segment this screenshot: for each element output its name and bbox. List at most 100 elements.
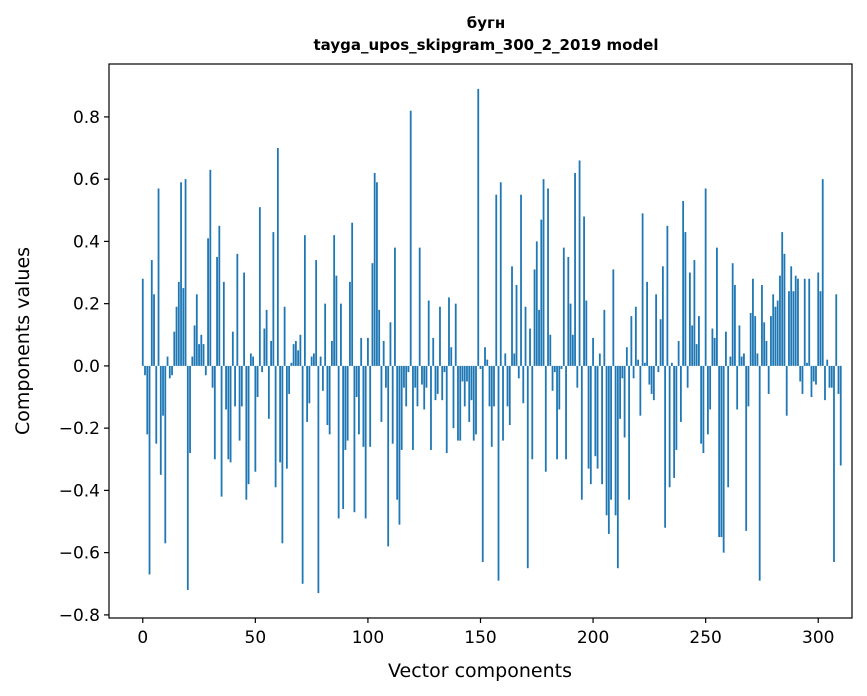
bar-173	[531, 365, 534, 460]
bar-251	[707, 365, 709, 435]
bar-20	[186, 365, 189, 590]
bar-233	[666, 225, 669, 366]
y-tick-label: 0.6	[73, 170, 100, 190]
bar-268	[745, 365, 748, 531]
bar-237	[675, 365, 678, 450]
bar-54	[263, 328, 266, 366]
bar-226	[650, 365, 653, 394]
bar-262	[731, 263, 734, 366]
bar-205	[603, 309, 606, 366]
bar-97	[360, 337, 363, 366]
bar-53	[261, 365, 263, 373]
bar-281	[774, 306, 777, 366]
bar-79	[319, 356, 322, 366]
bar-0	[141, 278, 144, 366]
bar-55	[265, 309, 268, 366]
bar-283	[779, 275, 781, 366]
bar-66	[290, 362, 293, 366]
bar-307	[833, 365, 835, 562]
bar-112	[394, 247, 396, 366]
bar-183	[553, 365, 556, 373]
bar-148	[475, 365, 477, 435]
bar-90	[344, 365, 347, 450]
bar-32	[213, 365, 216, 460]
bar-16	[177, 281, 180, 366]
bar-131	[436, 365, 439, 394]
bar-123	[418, 247, 421, 366]
bar-216	[628, 365, 630, 500]
bar-107	[382, 341, 385, 366]
x-tick-label: 150	[464, 628, 496, 648]
bar-170	[524, 306, 527, 366]
bar-138	[452, 365, 455, 429]
bar-48	[249, 353, 252, 366]
bar-3	[148, 365, 151, 575]
bar-253	[711, 328, 714, 366]
bar-44	[240, 365, 243, 407]
bar-235	[670, 362, 673, 366]
bar-10	[164, 365, 167, 544]
bar-2	[146, 365, 149, 435]
bar-255	[716, 247, 718, 366]
bar-99	[364, 365, 367, 519]
bar-265	[738, 325, 741, 366]
y-tick-label: 0.4	[73, 232, 100, 252]
chart-title-line2: tayga_upos_skipgram_300_2_2019 model	[314, 36, 659, 54]
bar-45	[243, 272, 245, 366]
bar-209	[612, 269, 615, 366]
bar-181	[549, 334, 552, 366]
bar-38	[227, 365, 230, 460]
bar-310	[839, 365, 842, 466]
bar-51	[256, 365, 259, 398]
bar-306	[830, 365, 833, 388]
bar-305	[828, 365, 831, 388]
bar-94	[353, 365, 356, 513]
bar-193	[576, 365, 579, 388]
bar-244	[691, 325, 694, 366]
bar-308	[835, 294, 838, 366]
bar-141	[459, 365, 462, 441]
bar-223	[643, 362, 646, 366]
bar-174	[533, 269, 536, 366]
bar-196	[583, 216, 585, 366]
bar-250	[704, 188, 707, 366]
y-tick-label: 0.0	[73, 357, 100, 377]
bar-275	[761, 284, 763, 366]
bar-119	[409, 110, 412, 366]
bar-238	[677, 341, 680, 366]
bar-27	[202, 344, 205, 366]
bar-52	[258, 207, 261, 366]
x-axis-label: Vector components	[388, 660, 572, 682]
bar-188	[565, 365, 567, 460]
bar-150	[479, 365, 482, 370]
bar-21	[189, 365, 191, 454]
bar-95	[355, 365, 358, 398]
bar-271	[752, 278, 754, 366]
bar-202	[596, 365, 599, 469]
bar-298	[812, 365, 815, 382]
bar-248	[700, 365, 703, 444]
bar-47	[247, 365, 250, 485]
bar-178	[542, 179, 545, 366]
bar-61	[279, 365, 282, 463]
bar-109	[387, 365, 390, 547]
bar-198	[587, 365, 590, 469]
bar-296	[808, 278, 811, 366]
bar-185	[558, 365, 561, 410]
bar-199	[589, 365, 592, 485]
bar-100	[367, 337, 369, 366]
bar-43	[238, 365, 241, 441]
bar-29	[207, 238, 209, 366]
bar-225	[648, 365, 651, 385]
bar-33	[216, 256, 218, 366]
bar-300	[817, 272, 820, 366]
bar-207	[607, 365, 610, 534]
bar-172	[529, 328, 531, 366]
bar-240	[682, 200, 685, 366]
bar-114	[398, 365, 401, 525]
bar-260	[727, 365, 730, 488]
bar-189	[567, 256, 570, 366]
bar-14	[173, 331, 176, 366]
bar-208	[610, 365, 612, 500]
bar-229	[657, 365, 660, 373]
